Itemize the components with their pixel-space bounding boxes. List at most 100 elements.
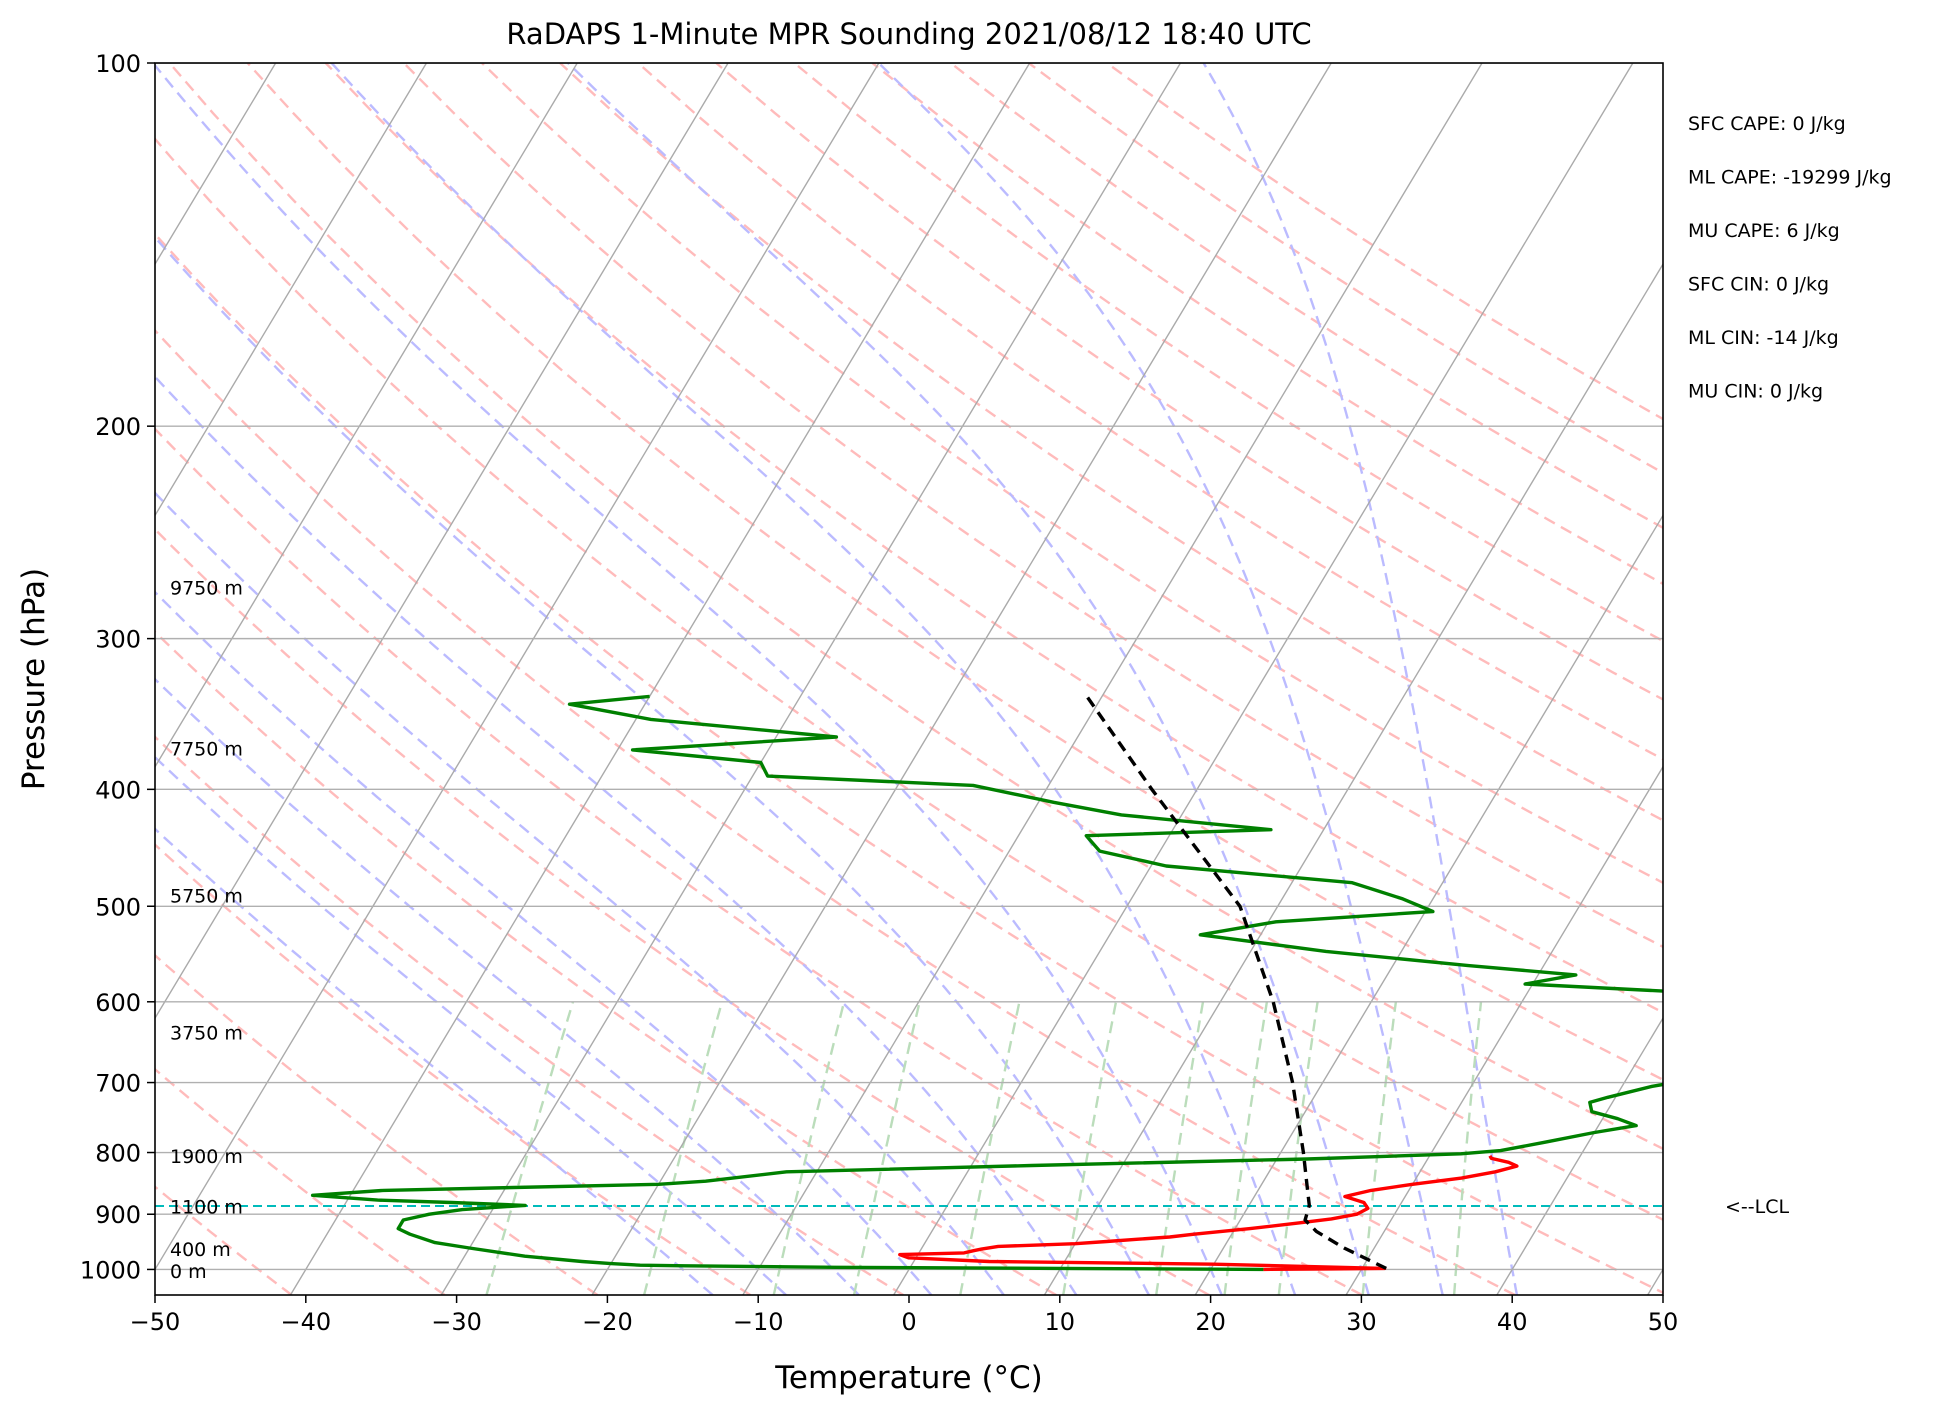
x-axis-ticks: −50 −40 −30 −20 −10 0 10 20 30 40 50 <box>130 1295 1679 1336</box>
y-tick-label: 700 <box>95 1070 141 1098</box>
mixing-ratio-line <box>1062 1001 1118 1295</box>
y-axis-label: Pressure (hPa) <box>16 568 52 790</box>
x-tick-label: −10 <box>733 1308 784 1336</box>
height-label: 400 m <box>170 1239 231 1261</box>
x-tick-label: −30 <box>431 1308 482 1336</box>
moist-adiabat-line <box>567 63 1370 1295</box>
moist-adiabat-line <box>155 375 1078 1295</box>
y-tick-label: 500 <box>95 893 141 921</box>
height-label: 7750 m <box>170 738 243 760</box>
height-label: 1900 m <box>170 1146 243 1168</box>
isotherm-line <box>155 63 729 1020</box>
moist-adiabat-line <box>155 235 1150 1295</box>
moist-adiabat-line <box>877 63 1444 1295</box>
mixing-ratio-line <box>1452 1001 1483 1295</box>
y-tick-label: 200 <box>95 413 141 441</box>
isotherm-line <box>742 63 1483 1295</box>
isotherm-line <box>155 63 578 769</box>
dry-adiabat-line <box>793 63 1663 643</box>
mixing-ratio-line <box>1361 1001 1398 1295</box>
y-tick-label: 900 <box>95 1201 141 1229</box>
dry-adiabat-line <box>155 1067 446 1295</box>
pressure-gridlines <box>155 63 1663 1271</box>
x-tick-label: −40 <box>280 1308 331 1336</box>
dry-adiabat-line <box>155 527 1210 1295</box>
x-tick-label: 20 <box>1195 1308 1226 1336</box>
parcel-profile <box>1085 695 1387 1270</box>
profile-lines <box>310 694 1663 1272</box>
height-label: 3750 m <box>170 1022 243 1044</box>
dry-adiabat-line <box>155 427 1363 1295</box>
mixing-ratio-line <box>852 1001 921 1295</box>
y-tick-label: 400 <box>95 776 141 804</box>
dry-adiabat-line <box>324 63 1663 1014</box>
mixing-ratio-line <box>1155 1001 1205 1295</box>
y-tick-label: 100 <box>95 50 141 78</box>
x-tick-label: 40 <box>1497 1308 1528 1336</box>
height-label: 1100 m <box>170 1197 243 1219</box>
x-tick-label: −20 <box>582 1308 633 1336</box>
y-tick-label: 1000 <box>80 1256 141 1284</box>
height-label: 9750 m <box>170 577 243 599</box>
isotherm-line <box>893 63 1634 1295</box>
stability-annotation: ML CAPE: -19299 J/kg <box>1688 167 1892 189</box>
isotherm-line <box>1043 262 1663 1295</box>
stability-annotation: SFC CIN: 0 J/kg <box>1688 274 1829 296</box>
isotherm-line <box>1496 1016 1663 1295</box>
isotherm-line <box>440 63 1182 1295</box>
x-tick-label: 10 <box>1045 1308 1076 1336</box>
dewpoint-profile <box>310 694 1663 1272</box>
dry-adiabat-line <box>155 1185 293 1295</box>
isotherm-line <box>155 63 428 517</box>
stability-annotation: SFC CAPE: 0 J/kg <box>1688 113 1846 135</box>
x-tick-label: −50 <box>130 1308 181 1336</box>
y-tick-label: 300 <box>95 626 141 654</box>
stability-annotation: MU CAPE: 6 J/kg <box>1688 220 1840 242</box>
mixing-ratio-line <box>1223 1001 1269 1295</box>
mixing-ratio-line <box>642 1001 724 1295</box>
dry-adiabat-line <box>155 232 1663 1294</box>
moist-adiabat-line <box>155 677 860 1295</box>
dry-adiabat-line <box>155 843 752 1295</box>
stability-annotations: SFC CAPE: 0 J/kg ML CAPE: -19299 J/kg MU C… <box>1688 113 1892 403</box>
dry-adiabat-line <box>871 63 1663 586</box>
y-axis-ticks: 100 200 300 400 500 600 700 800 900 1000 <box>80 50 155 1284</box>
isotherm-line <box>1345 765 1663 1295</box>
stability-annotation: MU CIN: 0 J/kg <box>1688 381 1823 403</box>
dry-adiabat-line <box>559 63 1663 822</box>
background-lines <box>155 63 1663 1295</box>
stability-annotation: ML CIN: -14 J/kg <box>1688 327 1839 349</box>
x-tick-label: 30 <box>1346 1308 1377 1336</box>
isotherm-line <box>591 63 1332 1295</box>
lcl-label: <--LCL <box>1725 1196 1789 1218</box>
dry-adiabat-line <box>155 630 1057 1295</box>
dry-adiabat-line <box>155 953 599 1295</box>
y-tick-label: 600 <box>95 989 141 1017</box>
dry-adiabat-line <box>246 63 1663 1082</box>
height-labels: 9750 m 7750 m 5750 m 3750 m 1900 m 1100 m 400 … <box>170 577 243 1283</box>
dry-adiabat-line <box>155 137 1663 1222</box>
x-tick-label: 50 <box>1648 1308 1679 1336</box>
moist-adiabat-line <box>155 63 1223 1295</box>
x-axis-label: Temperature (°C) <box>774 1360 1043 1396</box>
height-label: 0 m <box>170 1261 207 1283</box>
isotherm-line <box>155 63 880 1271</box>
dry-adiabat-line <box>715 63 1663 701</box>
moist-adiabat-line <box>1202 63 1519 1295</box>
temperature-profile <box>898 1154 1519 1272</box>
moist-adiabat-line <box>155 590 933 1295</box>
isotherm-line <box>289 63 1031 1295</box>
dry-adiabat-line <box>481 63 1663 885</box>
isotherm-line <box>1194 514 1663 1295</box>
mixing-ratio-line <box>959 1001 1021 1295</box>
moist-adiabat-line <box>155 491 1005 1295</box>
y-tick-label: 800 <box>95 1140 141 1168</box>
x-tick-label: 0 <box>901 1308 916 1336</box>
mixing-ratio-line <box>1277 1001 1319 1295</box>
moist-adiabat-line <box>330 63 1297 1295</box>
mixing-ratio-line <box>772 1001 846 1295</box>
chart-title: RaDAPS 1-Minute MPR Sounding 2021/08/12 … <box>506 17 1311 51</box>
dry-adiabat-line <box>168 63 1663 1151</box>
moist-adiabat-line <box>155 827 714 1295</box>
